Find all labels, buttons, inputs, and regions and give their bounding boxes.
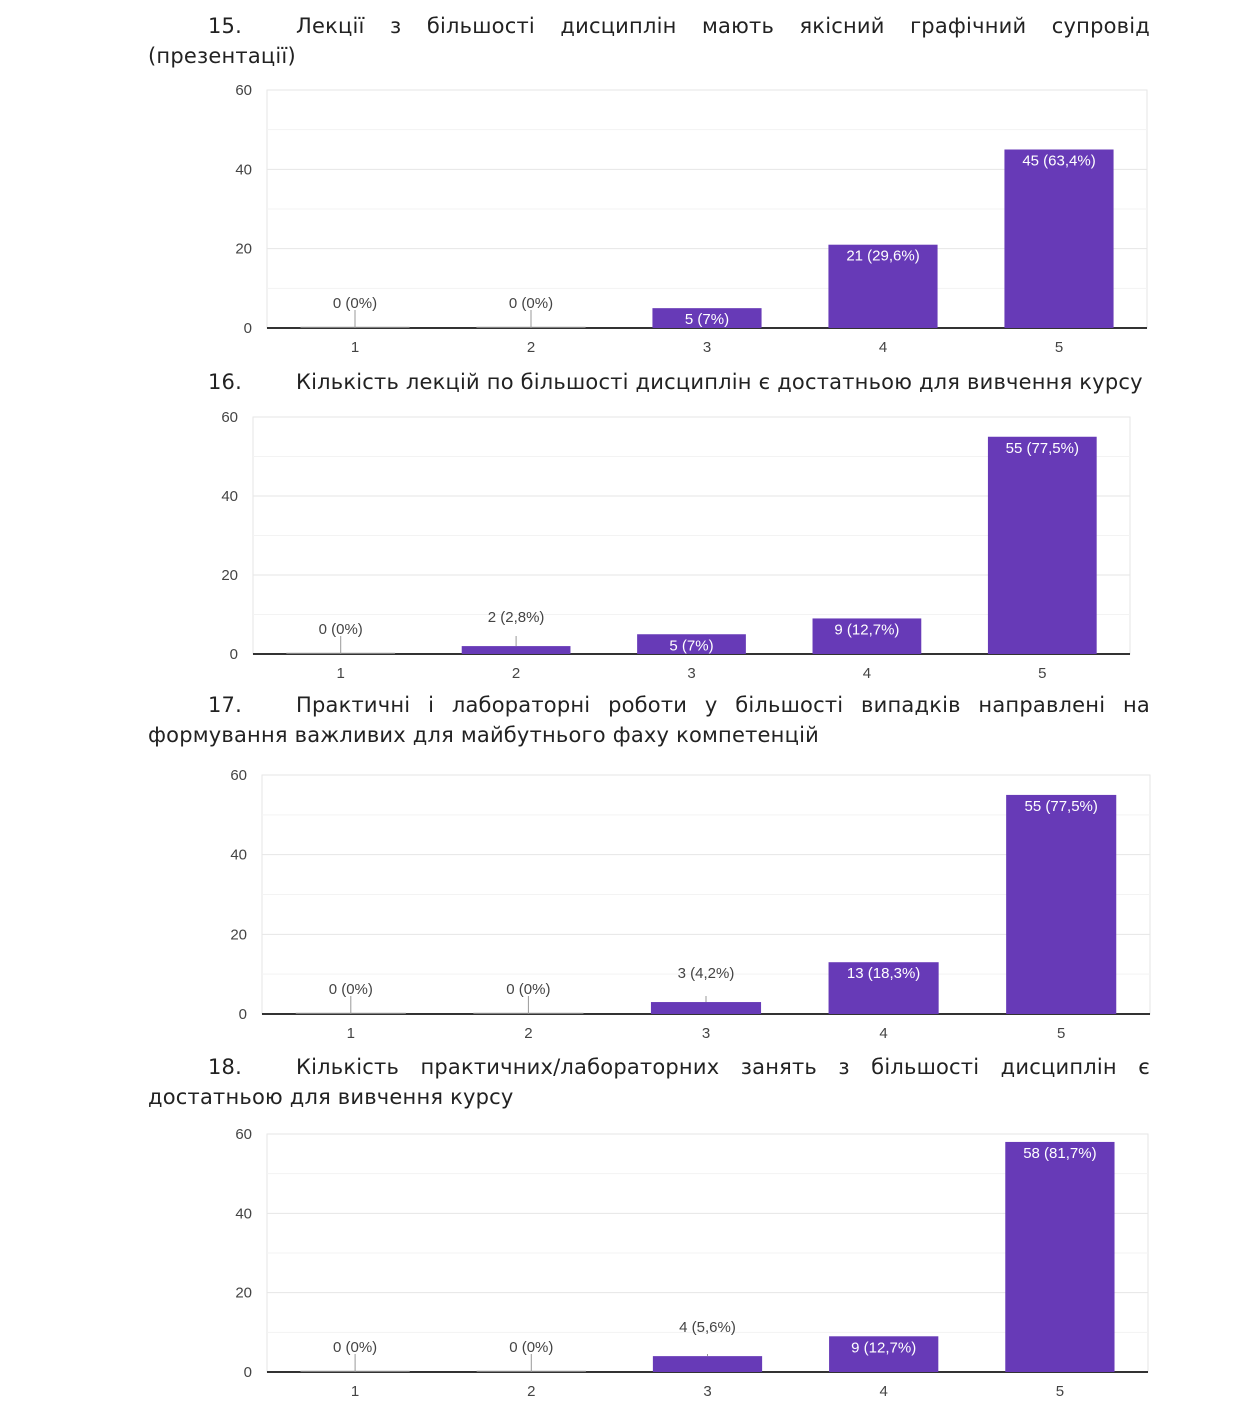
question-18: 18. Кількість практичних/лабораторних зан… [148, 1055, 1150, 1109]
y-tick-label: 20 [235, 1285, 252, 1302]
y-tick-label: 60 [235, 1126, 252, 1143]
data-label: 9 (12,7%) [851, 1339, 916, 1356]
x-tick-label: 4 [863, 665, 871, 682]
data-label: 0 (0%) [329, 981, 373, 998]
data-label: 0 (0%) [509, 295, 553, 312]
data-label: 0 (0%) [506, 981, 550, 998]
data-label: 58 (81,7%) [1023, 1145, 1096, 1162]
data-label: 0 (0%) [509, 1339, 553, 1356]
data-label: 21 (29,6%) [846, 248, 919, 265]
x-tick-label: 2 [527, 339, 535, 356]
bar [1004, 149, 1114, 328]
data-label: 45 (63,4%) [1022, 153, 1095, 170]
chart-15: 0 20 40 60 0 (0%) 1 0 (0%) 2 5 (7%) 3 21 (29,6%) 4 4… [235, 82, 1148, 356]
bar [828, 962, 939, 1014]
y-tick-label: 40 [235, 161, 252, 178]
data-label: 4 (5,6%) [679, 1319, 736, 1336]
data-label: 13 (18,3%) [847, 965, 920, 982]
data-label: 0 (0%) [319, 621, 363, 638]
bar [652, 1356, 763, 1372]
x-tick-label: 5 [1057, 1025, 1065, 1042]
data-label: 5 (7%) [685, 311, 729, 328]
question-15: 15. Лекції з більшості дисциплін мають як… [148, 14, 1150, 68]
chart-17: 0 20 40 60 0 (0%) 1 0 (0%) 2 3 (4,2%) 3 13 (18,3%)… [230, 767, 1151, 1042]
data-label: 55 (77,5%) [1025, 798, 1098, 815]
x-tick-label: 3 [687, 665, 695, 682]
data-label: 0 (0%) [333, 1339, 377, 1356]
y-tick-label: 20 [235, 241, 252, 258]
data-label: 2 (2,8%) [488, 609, 545, 626]
y-tick-label: 0 [239, 1006, 247, 1023]
x-tick-label: 5 [1038, 665, 1046, 682]
chart-16: 0 20 40 60 0 (0%) 1 2 (2,8%) 2 5 (7%) 3 9 (12,7%) 4… [221, 409, 1131, 682]
x-tick-label: 2 [524, 1025, 532, 1042]
question-17: 17. Практичні і лабораторні роботи у біль… [148, 693, 1150, 747]
y-tick-label: 0 [230, 646, 238, 663]
bar [829, 1336, 939, 1372]
chart-18: 0 20 40 60 0 (0%) 1 0 (0%) 2 4 (5,6%) 3 9 (12,7%) 4… [235, 1126, 1149, 1400]
bar [1006, 794, 1117, 1014]
x-tick-label: 4 [879, 339, 887, 356]
data-label: 9 (12,7%) [834, 621, 899, 638]
x-tick-label: 5 [1055, 339, 1063, 356]
x-tick-label: 1 [337, 665, 345, 682]
y-tick-label: 60 [235, 82, 252, 99]
x-tick-label: 4 [879, 1025, 887, 1042]
bar [987, 436, 1097, 654]
question-16: 16. Кількість лекцій по більшості дисципл… [208, 370, 1143, 394]
y-tick-label: 40 [235, 1205, 252, 1222]
bar [652, 308, 762, 328]
bar [812, 618, 922, 654]
y-tick-label: 40 [221, 488, 238, 505]
x-tick-label: 5 [1056, 1383, 1064, 1400]
y-tick-label: 20 [221, 567, 238, 584]
bar [650, 1002, 762, 1014]
y-tick-label: 20 [230, 926, 247, 943]
x-tick-label: 1 [351, 339, 359, 356]
x-tick-label: 3 [703, 1383, 711, 1400]
x-tick-label: 4 [880, 1383, 888, 1400]
x-tick-label: 2 [512, 665, 520, 682]
bar [1005, 1141, 1115, 1372]
data-label: 0 (0%) [333, 295, 377, 312]
x-tick-label: 2 [527, 1383, 535, 1400]
y-tick-label: 60 [221, 409, 238, 426]
x-tick-label: 3 [702, 1025, 710, 1042]
bar [637, 634, 746, 654]
y-tick-label: 40 [230, 847, 247, 864]
bar [461, 646, 571, 654]
x-tick-label: 1 [351, 1383, 359, 1400]
data-label: 5 (7%) [669, 637, 713, 654]
y-tick-label: 60 [230, 767, 247, 784]
bar [828, 244, 938, 328]
data-label: 3 (4,2%) [678, 965, 735, 982]
y-tick-label: 0 [244, 1364, 252, 1381]
x-tick-label: 1 [347, 1025, 355, 1042]
y-tick-label: 0 [244, 320, 252, 337]
x-tick-label: 3 [703, 339, 711, 356]
data-label: 55 (77,5%) [1006, 440, 1079, 457]
